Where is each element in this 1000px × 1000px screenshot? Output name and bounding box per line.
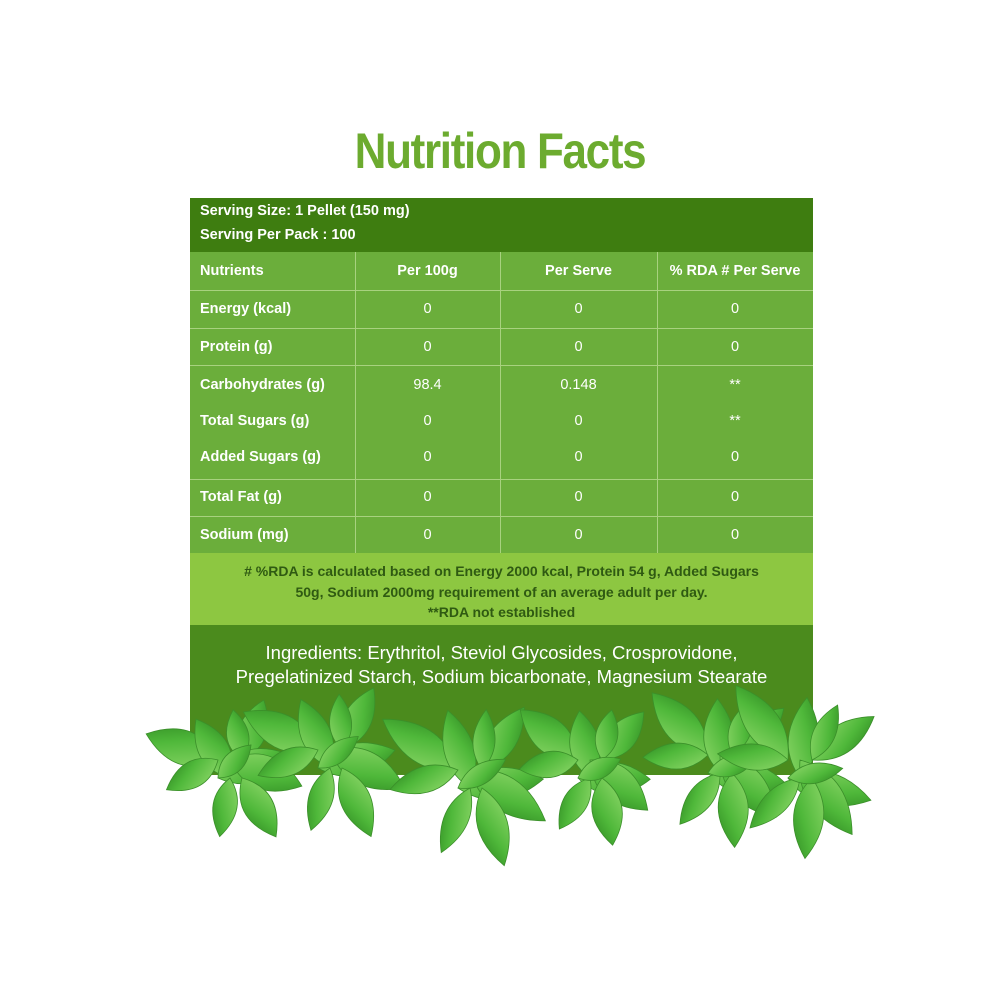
leaf [338,767,375,838]
footnote-line: **RDA not established [427,604,576,620]
nutrient-name: Sodium (mg) [200,527,289,544]
nutrient-name: Added Sugars (g) [200,449,321,466]
leaf [787,762,844,785]
column-header: Nutrients [200,263,264,279]
row-divider [190,516,813,517]
leaf [472,708,496,771]
row-divider [190,479,813,480]
column-divider [500,252,501,553]
nutrient-value: 0.148 [560,377,597,394]
leaf [257,746,319,779]
leaf [307,767,335,831]
column-header: Per 100g [397,263,458,279]
leaf [475,787,510,867]
leaf [217,744,252,779]
nutrient-value: 0 [730,489,740,506]
leaf [518,750,579,779]
leaf [591,777,623,846]
nutrient-value: 98.4 [413,377,442,394]
leaf [717,772,749,849]
row-divider [190,290,813,291]
leaf [679,772,721,825]
nutrient-value: 0 [574,489,583,506]
leaf [594,709,619,761]
nutrient-value: 0 [574,527,583,544]
nutrient-value: 0 [423,489,432,506]
nutrient-name: Energy (kcal) [200,300,292,317]
footnote-line: # %RDA is calculated based on Energy 200… [244,563,759,579]
leaf [329,693,353,751]
serving-line: Serving Per Pack : 100 [200,227,356,243]
leaves-decoration [145,684,875,867]
nutrient-value: ** [729,413,741,430]
column-header: Per Serve [545,263,612,279]
leaf [642,742,709,770]
nutrient-value: 0 [730,338,740,355]
leaf [165,757,219,791]
row-divider [190,328,813,329]
nutrient-value: 0 [423,413,432,430]
nutrient-name: Total Fat (g) [200,489,282,506]
leaf [212,777,238,838]
leaf [577,756,622,781]
nutrient-name: Total Sugars (g) [200,413,310,430]
nutrient-name: Protein (g) [200,338,273,355]
leaf [389,764,459,795]
leaf [558,777,592,830]
nutrient-value: ** [729,377,741,394]
title: Nutrition Facts [354,123,647,179]
leaf [457,758,507,789]
leaf [809,704,839,761]
table-panel [190,252,813,553]
row-divider [190,365,813,366]
nutrient-value: 0 [574,300,583,317]
leaf [239,777,278,838]
nutrient-value: 0 [730,449,740,466]
nutrient-value: 0 [423,300,432,317]
nutrient-value: 0 [423,527,432,544]
leaf [439,787,473,854]
nutrient-value: 0 [574,338,583,355]
nutrient-name: Carbohydrates (g) [200,377,325,394]
ingredients-line: Pregelatinized Starch, Sodium bicarbonat… [235,666,768,687]
leaf [793,777,825,860]
column-divider [355,252,356,553]
leaf [749,777,801,829]
column-divider [657,252,658,553]
leaf [317,736,359,769]
leaf [716,743,789,771]
footnote-panel [190,553,813,625]
nutrient-value: 0 [574,449,583,466]
nutrient-value: 0 [574,413,583,430]
footnote-line: 50g, Sodium 2000mg requirement of an ave… [295,583,708,600]
nutrient-value: 0 [730,527,740,544]
ingredients-line: Ingredients: Erythritol, Steviol Glycosi… [265,642,738,663]
column-header: % RDA # Per Serve [669,263,801,279]
nutrient-value: 0 [423,449,432,466]
nutrient-value: 0 [423,338,432,355]
nutrient-value: 0 [730,300,740,317]
serving-panel [190,198,813,252]
serving-line: Serving Size: 1 Pellet (150 mg) [200,203,410,219]
